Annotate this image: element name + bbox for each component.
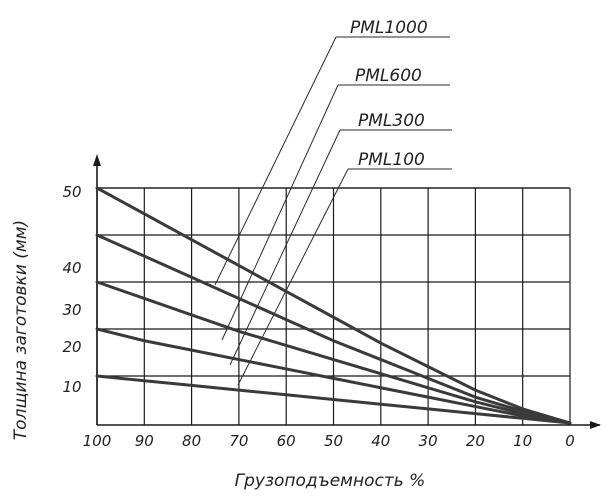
x-tick-label: 20 <box>466 432 485 450</box>
series-label: PML1000 <box>350 18 428 38</box>
leader-line <box>221 84 339 341</box>
x-tick-labels: 100 90 80 70 60 50 40 30 20 10 0 <box>83 432 575 450</box>
x-tick-label: 10 <box>513 432 532 450</box>
y-axis-label: Толщина заготовки (мм) <box>11 220 31 440</box>
series-leader-lines <box>214 36 452 386</box>
x-tick-label: 40 <box>371 432 390 450</box>
leader-line <box>214 36 337 286</box>
x-tick-label: 0 <box>565 432 575 450</box>
chart-grid <box>96 187 571 425</box>
y-tick-label: 20 <box>62 338 81 356</box>
y-tick-label: 10 <box>62 378 81 396</box>
leader-line <box>237 168 349 386</box>
y-tick-label: 40 <box>62 259 81 277</box>
x-tick-label: 100 <box>83 432 112 450</box>
series-curve <box>95 233 572 425</box>
y-tick-label: 30 <box>62 301 81 319</box>
y-tick-label: 50 <box>62 183 81 201</box>
series-curve <box>95 374 572 425</box>
x-tick-label: 60 <box>277 432 296 450</box>
series-label: PML100 <box>358 150 425 170</box>
x-axis-arrow <box>590 421 601 429</box>
y-tick-labels: 10 20 30 40 50 <box>62 183 81 396</box>
leader-line <box>229 129 341 366</box>
x-tick-label: 30 <box>419 432 438 450</box>
chart-axes <box>93 154 601 429</box>
x-tick-label: 80 <box>182 432 201 450</box>
series-label: PML600 <box>355 66 422 86</box>
series-label: PML300 <box>358 111 425 131</box>
x-tick-label: 90 <box>135 432 154 450</box>
series-curve <box>95 327 572 425</box>
series-curve <box>95 186 572 425</box>
y-axis-arrow <box>93 154 101 166</box>
x-tick-label: 70 <box>229 432 248 450</box>
series-curves <box>95 186 572 425</box>
series-curve <box>95 280 572 425</box>
x-axis-label: Грузоподъемность % <box>235 471 426 491</box>
series-labels: PML1000 PML600 PML300 PML100 <box>350 18 428 170</box>
x-tick-label: 50 <box>324 432 343 450</box>
